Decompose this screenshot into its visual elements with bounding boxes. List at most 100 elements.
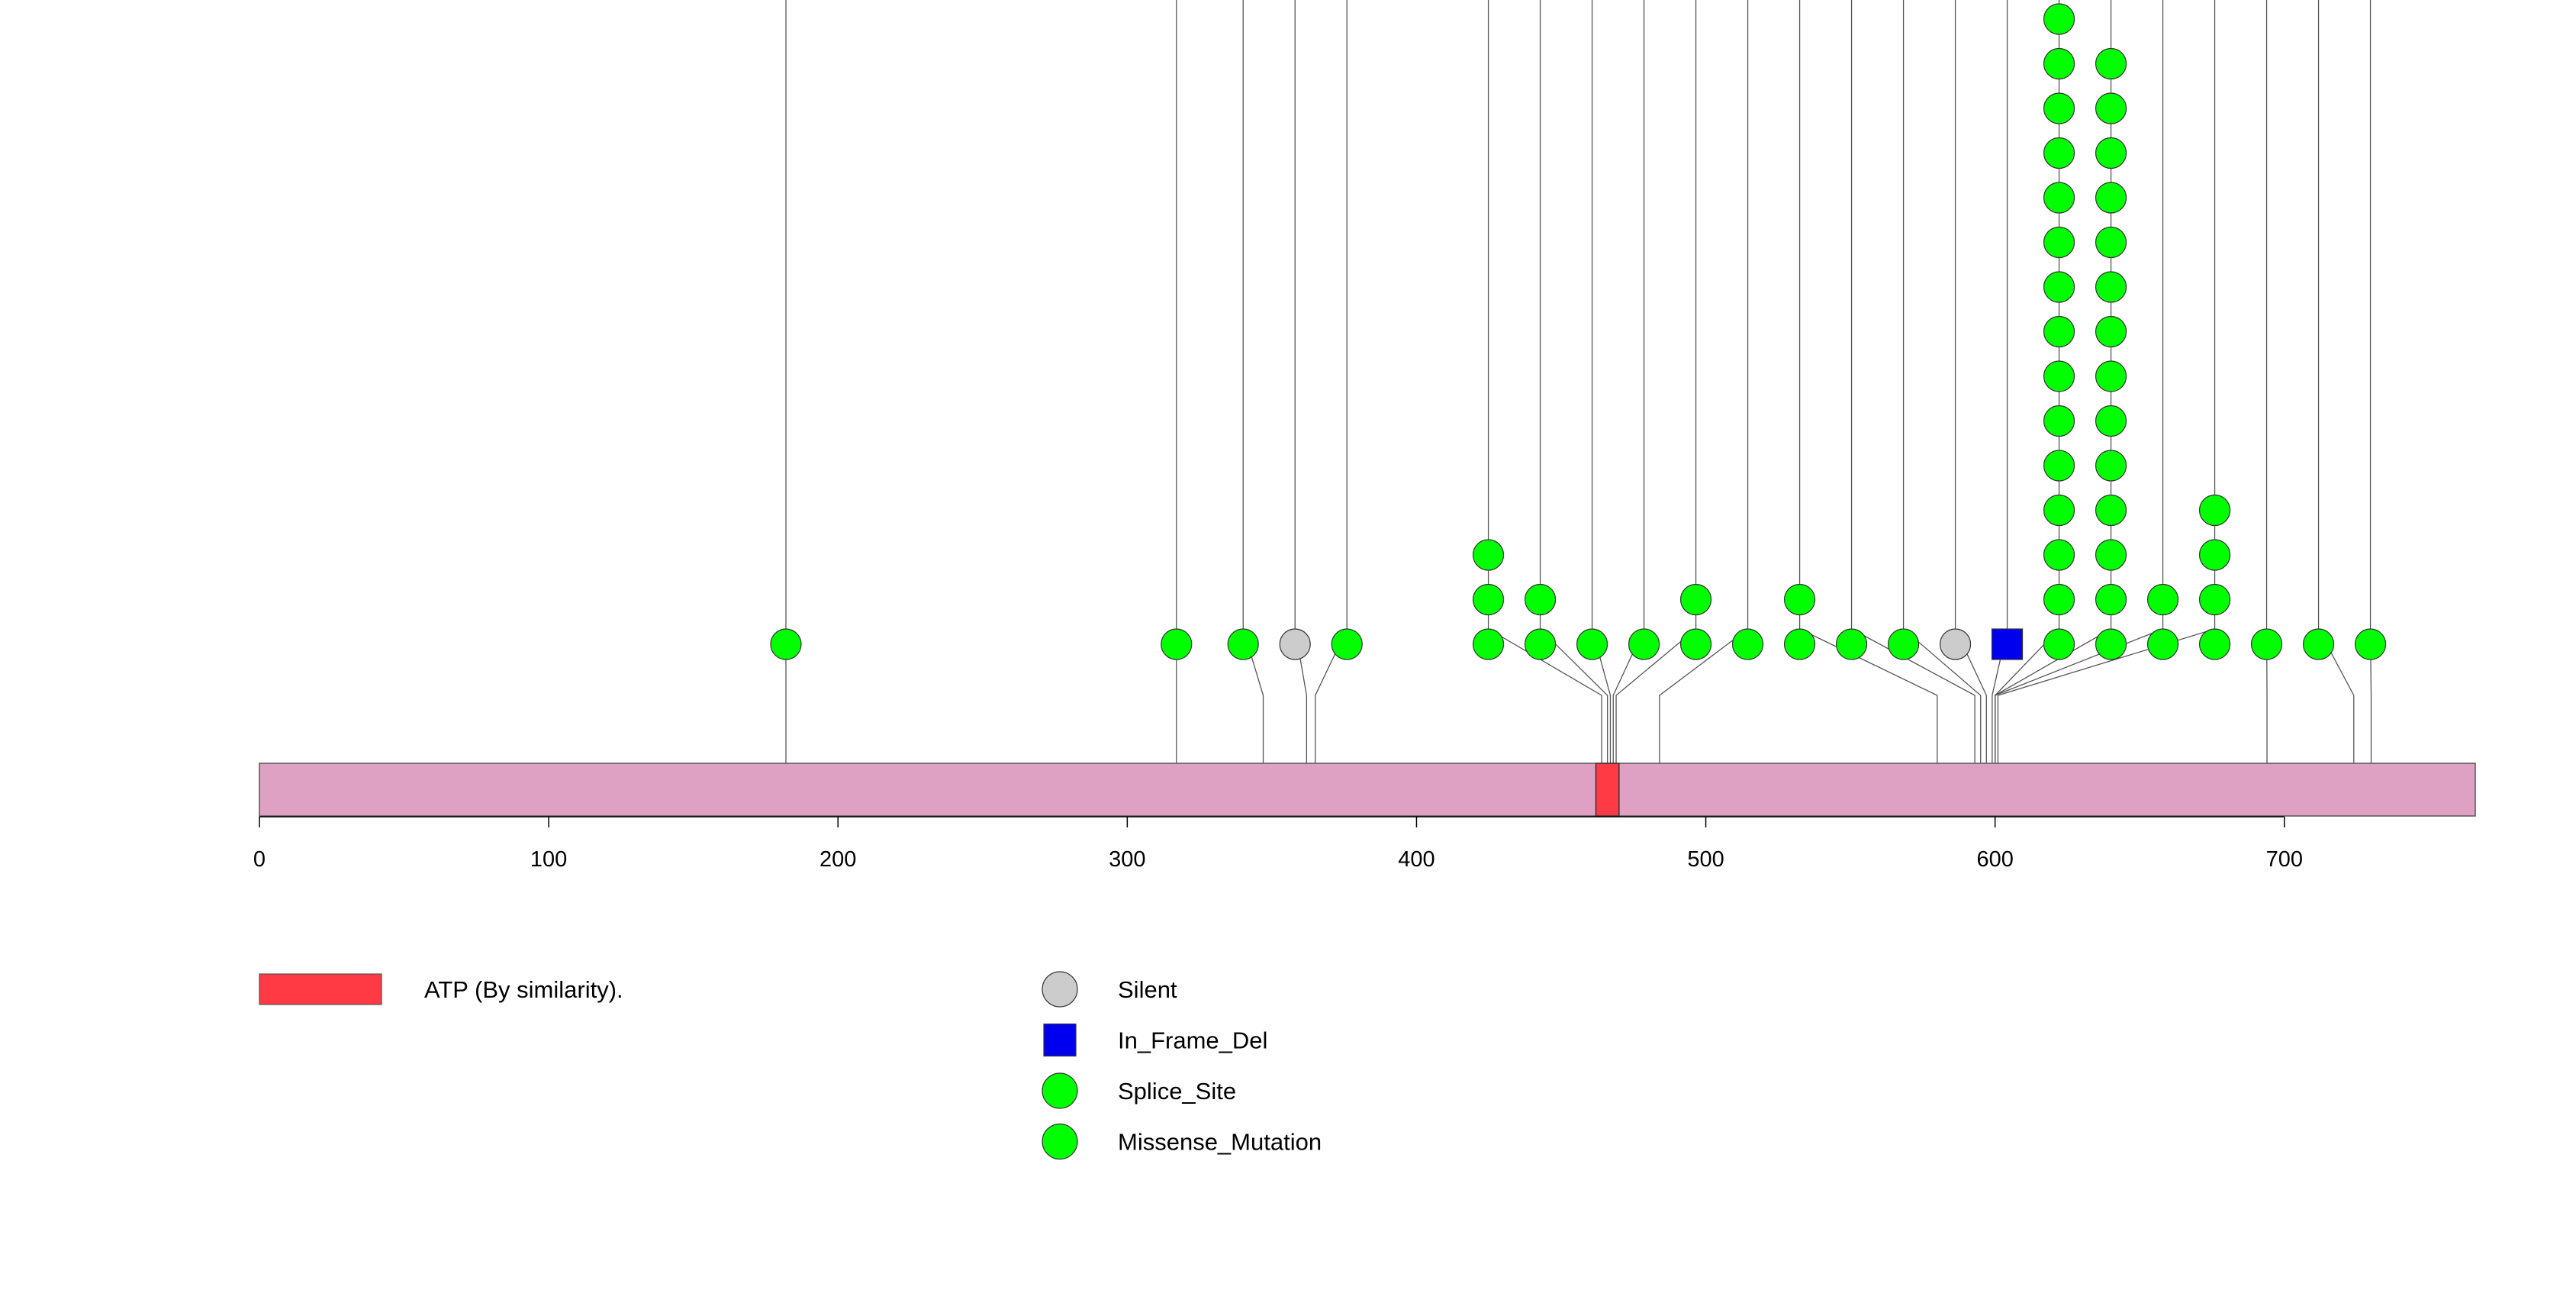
marker-13-0: [1887, 628, 1920, 660]
marker-16-1: [2043, 583, 2075, 616]
marker-22-0: [2354, 628, 2387, 660]
stem-3: [1294, 0, 1308, 763]
x-tick-label-500: 500: [1687, 847, 1724, 872]
marker-16-6: [2043, 360, 2075, 392]
marker-1-0: [1161, 628, 1193, 660]
marker-17-12: [2095, 92, 2127, 124]
marker-17-8: [2095, 271, 2127, 303]
marker-16-2: [2043, 539, 2075, 571]
marker-17-3: [2095, 494, 2127, 527]
marker-21-0: [2302, 628, 2335, 660]
marker-19-1: [2198, 583, 2231, 616]
marker-19-0: [2198, 628, 2231, 660]
marker-17-7: [2095, 315, 2127, 348]
marker-17-5: [2095, 405, 2127, 437]
marker-6-1: [1524, 583, 1557, 616]
marker-16-3: [2043, 494, 2075, 527]
marker-20-0: [2250, 628, 2283, 660]
x-tick-label-0: 0: [253, 847, 266, 872]
protein-layer: [259, 763, 2476, 817]
marker-17-10: [2095, 182, 2127, 214]
marker-14-0: [1939, 628, 1972, 660]
marker-9-1: [1679, 583, 1712, 616]
marker-16-10: [2043, 182, 2075, 214]
x-tick-label-300: 300: [1109, 847, 1145, 872]
stem-10: [1659, 0, 1749, 763]
marker-16-0: [2043, 628, 2075, 660]
stem-21: [2317, 0, 2355, 763]
marker-17-11: [2095, 137, 2127, 169]
stem-6: [1539, 0, 1608, 763]
marker-16-12: [2043, 92, 2075, 124]
stem-2: [1242, 0, 1264, 763]
marker-0-0: [770, 628, 802, 660]
legend-swatch-missense: [1042, 1123, 1078, 1160]
marker-17-0: [2095, 628, 2127, 660]
marker-17-1: [2095, 583, 2127, 616]
x-axis: 0 100 200 300 400 500 600 700: [253, 816, 2303, 872]
marker-5-0: [1472, 628, 1505, 660]
stem-19: [1997, 0, 2216, 763]
marker-19-3: [2198, 494, 2231, 527]
marker-16-14: [2043, 3, 2075, 35]
marker-11-0: [1783, 628, 1816, 660]
legend: ATP (By similarity). Silent In_Frame_Del Sp…: [259, 971, 1322, 1160]
marker-6-0: [1524, 628, 1557, 660]
marker-16-5: [2043, 405, 2075, 437]
marker-16-8: [2043, 271, 2075, 303]
marker-4-0: [1331, 628, 1363, 660]
marker-9-0: [1679, 628, 1712, 660]
protein-bar: [259, 763, 2476, 817]
x-tick-label-200: 200: [819, 847, 856, 872]
marker-7-0: [1576, 628, 1608, 660]
marker-17-6: [2095, 360, 2127, 392]
marker-12-0: [1835, 628, 1868, 660]
marker-16-7: [2043, 315, 2075, 348]
stem-7: [1591, 0, 1612, 763]
stem-9: [1615, 0, 1697, 763]
marker-3-0: [1279, 628, 1311, 660]
legend-swatch-in_frame_del: [1043, 1023, 1077, 1057]
marker-16-13: [2043, 47, 2075, 80]
stem-4: [1315, 0, 1348, 763]
legend-label-in_frame_del: In_Frame_Del: [1118, 1027, 1267, 1054]
marker-17-13: [2095, 47, 2127, 80]
stem-11: [1798, 0, 1938, 763]
stem-15: [1992, 0, 2008, 763]
legend-swatch-silent: [1042, 971, 1078, 1008]
marker-18-0: [2146, 628, 2179, 660]
marker-16-4: [2043, 450, 2075, 482]
marker-5-1: [1472, 583, 1505, 616]
stems-layer: [785, 0, 2372, 763]
stem-5: [1487, 0, 1602, 763]
stem-22: [2369, 0, 2372, 763]
stem-18: [1995, 0, 2164, 763]
marker-17-4: [2095, 450, 2127, 482]
x-tick-label-400: 400: [1398, 847, 1435, 872]
marker-2-0: [1227, 628, 1259, 660]
legend-label-splice_site: Splice_Site: [1118, 1078, 1236, 1105]
markers-layer: [770, 3, 2387, 660]
domain-0: [1595, 763, 1620, 817]
stem-8: [1612, 0, 1645, 763]
stem-14: [1954, 0, 1987, 763]
legend-swatch-splice_site: [1042, 1072, 1078, 1109]
legend-domain-label-0: ATP (By similarity).: [424, 976, 623, 1003]
marker-8-0: [1628, 628, 1660, 660]
marker-10-0: [1731, 628, 1764, 660]
marker-16-11: [2043, 137, 2075, 169]
stem-13: [1902, 0, 1982, 763]
x-tick-label-700: 700: [2266, 847, 2303, 872]
stem-12: [1850, 0, 1975, 763]
marker-17-9: [2095, 226, 2127, 259]
legend-domain-swatch-0: [259, 973, 382, 1005]
marker-5-2: [1472, 539, 1505, 571]
marker-18-1: [2146, 583, 2179, 616]
legend-label-missense: Missense_Mutation: [1118, 1129, 1322, 1156]
marker-15-0: [1991, 628, 2024, 660]
marker-11-1: [1783, 583, 1816, 616]
marker-19-2: [2198, 539, 2231, 571]
marker-17-2: [2095, 539, 2127, 571]
marker-16-9: [2043, 226, 2075, 259]
